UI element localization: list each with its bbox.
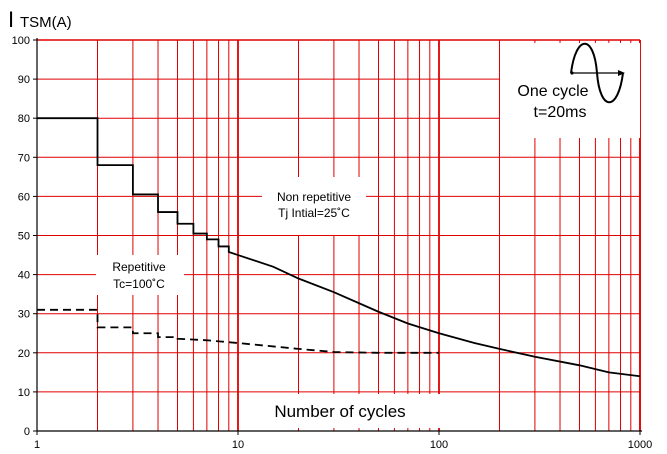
non-repetitive-annotation: Non repetitive Tj Intial=25˚C: [262, 177, 366, 235]
cycle-duration-label: t=20ms: [534, 104, 587, 121]
y-tick-label: 40: [18, 270, 30, 282]
non-repetitive-label: Non repetitive: [277, 190, 351, 204]
y-tick-label: 80: [18, 113, 30, 125]
y-axis-title-main: I: [8, 7, 14, 32]
repetitive-label: Repetitive: [112, 260, 166, 274]
repetitive-annotation: Repetitive Tc=100˚C: [96, 255, 184, 295]
repetitive-box: [96, 255, 184, 295]
y-tick-label: 90: [18, 74, 30, 86]
y-tick-label: 60: [18, 191, 30, 203]
x-tick-label: 1000: [628, 439, 652, 451]
y-tick-label: 30: [18, 309, 30, 321]
y-tick-label: 70: [18, 152, 30, 164]
curves: [37, 117, 641, 378]
one-cycle-box: [500, 43, 640, 138]
y-tick-label: 50: [18, 231, 30, 243]
sine-wave-icon: [570, 42, 625, 104]
one-cycle-label: One cycle: [517, 83, 588, 100]
x-axis-title-box: [240, 394, 440, 428]
x-tick-label: 10: [232, 439, 244, 451]
one-cycle-annotation: One cycle t=20ms: [500, 42, 640, 138]
tc-label: Tc=100˚C: [113, 277, 165, 291]
non-repetitive-curve: [37, 117, 641, 378]
tj-initial-label: Tj Intial=25˚C: [278, 206, 350, 220]
x-tick-label: 100: [430, 439, 448, 451]
y-tick-label: 10: [18, 387, 30, 399]
x-tick-label: 1: [34, 439, 40, 451]
y-tick-label: 20: [18, 348, 30, 360]
non-repetitive-box: [262, 177, 366, 235]
repetitive-curve: [37, 308, 439, 354]
chart-axes: [33, 38, 642, 435]
x-axis-title-group: Number of cycles: [240, 394, 440, 428]
y-tick-label: 100: [12, 35, 30, 47]
y-axis-title-sub: TSM(A): [20, 14, 72, 31]
x-axis-title: Number of cycles: [274, 402, 405, 421]
y-tick-label: 0: [24, 426, 30, 438]
